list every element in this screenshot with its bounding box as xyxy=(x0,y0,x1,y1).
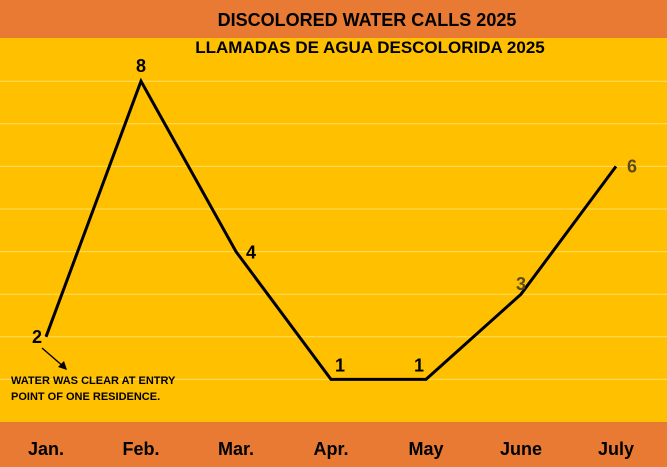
annotation-text: WATER WAS CLEAR AT ENTRY POINT OF ONE RE… xyxy=(11,373,221,405)
annotation-line-2: POINT OF ONE RESIDENCE. xyxy=(11,391,161,403)
title-band xyxy=(0,0,667,38)
annotation-line-1: WATER WAS CLEAR AT ENTRY xyxy=(11,375,176,387)
data-label: 6 xyxy=(627,156,637,176)
plot-area xyxy=(0,38,667,422)
data-label: 1 xyxy=(414,355,424,375)
x-tick-label: Feb. xyxy=(122,439,159,459)
data-label: 8 xyxy=(136,56,146,76)
series-line xyxy=(44,77,618,381)
data-label: 4 xyxy=(246,243,256,263)
x-tick-label: Jan. xyxy=(28,439,64,459)
x-tick-label: Mar. xyxy=(218,439,254,459)
data-label: 2 xyxy=(32,327,42,347)
x-tick-label: May xyxy=(408,439,443,459)
annotation-arrowhead xyxy=(58,361,67,370)
annotation-arrow xyxy=(41,347,65,368)
x-tick-label: Apr. xyxy=(313,439,348,459)
x-tick-label: June xyxy=(500,439,542,459)
chart-subtitle: LLAMADAS DE AGUA DESCOLORIDA 2025 xyxy=(195,38,545,57)
chart-title: DISCOLORED WATER CALLS 2025 xyxy=(217,10,517,30)
data-label: 3 xyxy=(516,274,526,294)
data-label: 1 xyxy=(335,355,345,375)
x-tick-label: July xyxy=(598,439,634,459)
